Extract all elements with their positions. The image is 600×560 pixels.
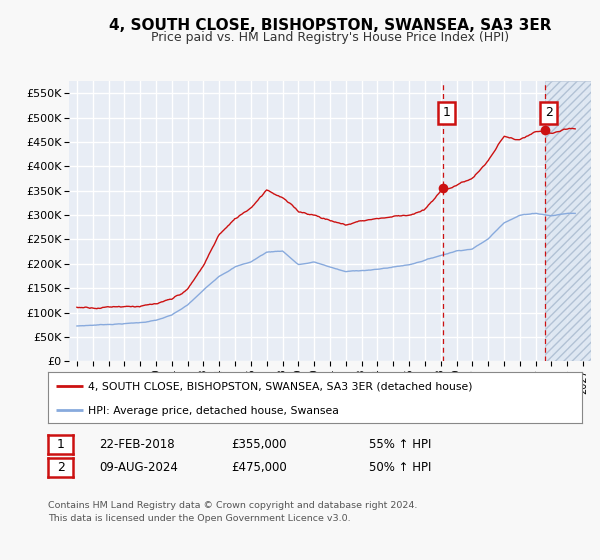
Text: 1: 1 xyxy=(56,437,65,451)
Text: 2: 2 xyxy=(545,106,553,119)
Text: Price paid vs. HM Land Registry's House Price Index (HPI): Price paid vs. HM Land Registry's House … xyxy=(151,31,509,44)
Text: Contains HM Land Registry data © Crown copyright and database right 2024.
This d: Contains HM Land Registry data © Crown c… xyxy=(48,501,418,522)
Text: 22-FEB-2018: 22-FEB-2018 xyxy=(99,437,175,451)
Text: 55% ↑ HPI: 55% ↑ HPI xyxy=(369,437,431,451)
Text: 2: 2 xyxy=(56,461,65,474)
Text: 50% ↑ HPI: 50% ↑ HPI xyxy=(369,461,431,474)
Text: 4, SOUTH CLOSE, BISHOPSTON, SWANSEA, SA3 3ER (detached house): 4, SOUTH CLOSE, BISHOPSTON, SWANSEA, SA3… xyxy=(88,381,473,391)
Text: £355,000: £355,000 xyxy=(231,437,287,451)
Bar xyxy=(545,81,591,361)
Text: 4, SOUTH CLOSE, BISHOPSTON, SWANSEA, SA3 3ER: 4, SOUTH CLOSE, BISHOPSTON, SWANSEA, SA3… xyxy=(109,18,551,33)
Text: £475,000: £475,000 xyxy=(231,461,287,474)
Text: 09-AUG-2024: 09-AUG-2024 xyxy=(99,461,178,474)
Text: 1: 1 xyxy=(442,106,450,119)
Text: HPI: Average price, detached house, Swansea: HPI: Average price, detached house, Swan… xyxy=(88,405,339,416)
